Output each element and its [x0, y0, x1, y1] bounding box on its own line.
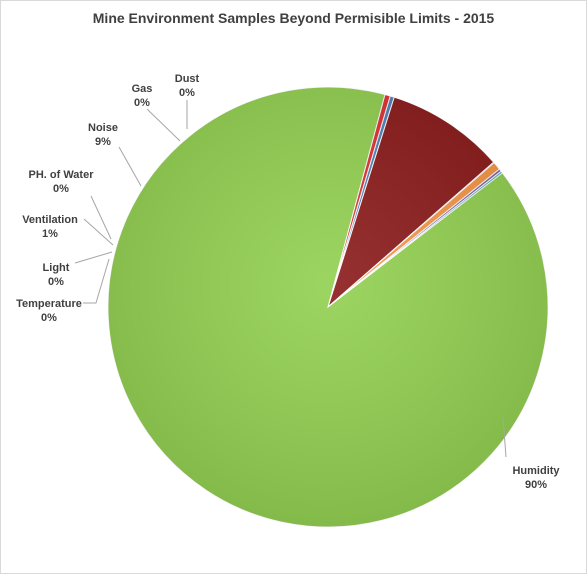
pie-slices — [107, 86, 549, 528]
chart-title: Mine Environment Samples Beyond Permisib… — [92, 10, 495, 26]
data-labels: Dust 0% Gas 0% Noise 9% PH. of Water 0% Ventilat… — [16, 73, 560, 491]
data-label-name: PH. of Water — [29, 169, 95, 181]
data-label-percent: 9% — [95, 136, 111, 148]
data-label-noise: Noise 9% — [88, 122, 118, 148]
data-label-temperature: Temperature 0% — [16, 298, 82, 324]
data-label-percent: 0% — [179, 87, 195, 99]
data-label-name: Light — [43, 262, 70, 274]
data-label-percent: 0% — [41, 312, 57, 324]
leader-line-ventilation — [83, 218, 114, 246]
leader-line-light — [74, 251, 113, 264]
data-label-humidity: Humidity 90% — [512, 465, 560, 491]
data-label-gas: Gas 0% — [132, 83, 153, 109]
data-label-percent: 90% — [525, 479, 547, 491]
data-label-name: Noise — [88, 122, 118, 134]
data-label-light: Light 0% — [43, 262, 70, 288]
leader-line-noise — [118, 146, 142, 187]
data-label-name: Humidity — [512, 465, 560, 477]
data-label-dust: Dust 0% — [175, 73, 200, 99]
leader-line-gas — [146, 108, 181, 142]
data-label-percent: 0% — [53, 183, 69, 195]
data-label-percent: 1% — [42, 228, 58, 240]
leader-line-ph-of-water — [90, 195, 112, 240]
leader-lines — [74, 100, 507, 458]
data-label-name: Temperature — [16, 298, 82, 310]
data-label-name: Gas — [132, 83, 153, 95]
data-label-percent: 0% — [48, 276, 64, 288]
data-label-name: Ventilation — [22, 214, 78, 226]
data-label-name: Dust — [175, 73, 200, 85]
leader-line-humidity — [502, 416, 507, 458]
leader-line-temperature — [83, 258, 110, 304]
data-label-percent: 0% — [134, 97, 150, 109]
data-label-ventilation: Ventilation 1% — [22, 214, 78, 240]
data-label-ph-of-water: PH. of Water 0% — [29, 169, 95, 195]
